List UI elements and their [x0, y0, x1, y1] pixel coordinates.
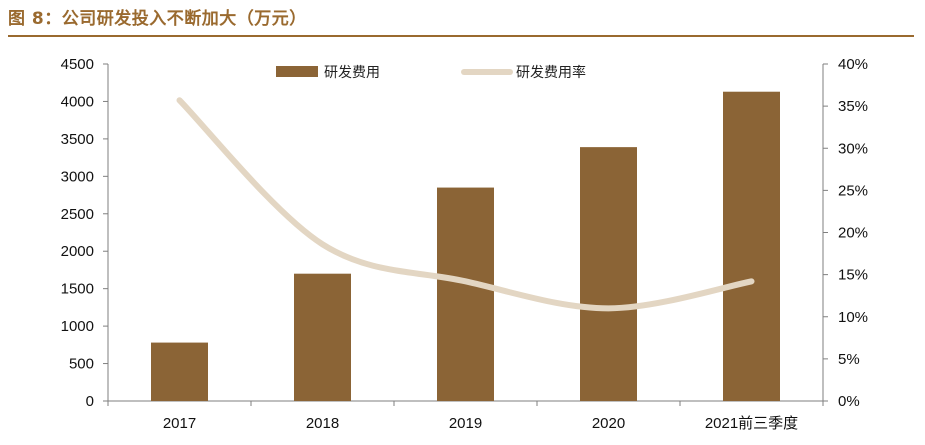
right-tick-label: 5% — [838, 351, 860, 368]
right-tick-label: 0% — [838, 393, 860, 410]
right-tick-label: 10% — [838, 309, 868, 326]
legend-label-bar: 研发费用 — [324, 65, 380, 81]
right-tick-label: 35% — [838, 98, 868, 115]
caption-divider — [8, 35, 914, 37]
legend-label-line: 研发费用率 — [516, 64, 586, 81]
right-tick-label: 30% — [838, 140, 868, 157]
x-tick-label: 2019 — [449, 415, 482, 432]
right-tick-label: 15% — [838, 267, 868, 284]
left-tick-label: 1000 — [61, 318, 94, 335]
bar — [437, 187, 494, 401]
left-tick-label: 3500 — [61, 131, 94, 148]
legend: 研发费用 研发费用率 — [276, 64, 586, 81]
left-tick-label: 2000 — [61, 243, 94, 260]
figure-caption: 图 8：公司研发投入不断加大（万元） — [8, 9, 307, 29]
legend-swatch-bar — [276, 66, 318, 77]
left-tick-label: 0 — [86, 393, 94, 410]
left-tick-label: 1500 — [61, 281, 94, 298]
x-tick-label: 2021前三季度 — [705, 415, 798, 432]
bar — [723, 91, 780, 401]
left-tick-label: 2500 — [61, 206, 94, 223]
tick-labels: 0 500 1000 1500 2000 2500 3000 3500 4000 4500 0% 5%… — [61, 56, 868, 432]
left-tick-label: 4500 — [61, 56, 94, 73]
left-tick-label: 3000 — [61, 168, 94, 185]
line-series — [176, 97, 755, 312]
right-tick-label: 40% — [838, 56, 868, 73]
right-tick-label: 20% — [838, 225, 868, 242]
bar-series — [151, 91, 780, 401]
rate-line — [176, 97, 755, 312]
right-tick-label: 25% — [838, 182, 868, 199]
x-tick-label: 2018 — [306, 415, 339, 432]
x-tick-label: 2020 — [592, 415, 625, 432]
bar — [151, 342, 208, 401]
bar — [294, 273, 351, 401]
left-tick-label: 4000 — [61, 93, 94, 110]
bar — [580, 147, 637, 401]
left-tick-label: 500 — [69, 356, 94, 373]
x-tick-label: 2017 — [163, 415, 196, 432]
